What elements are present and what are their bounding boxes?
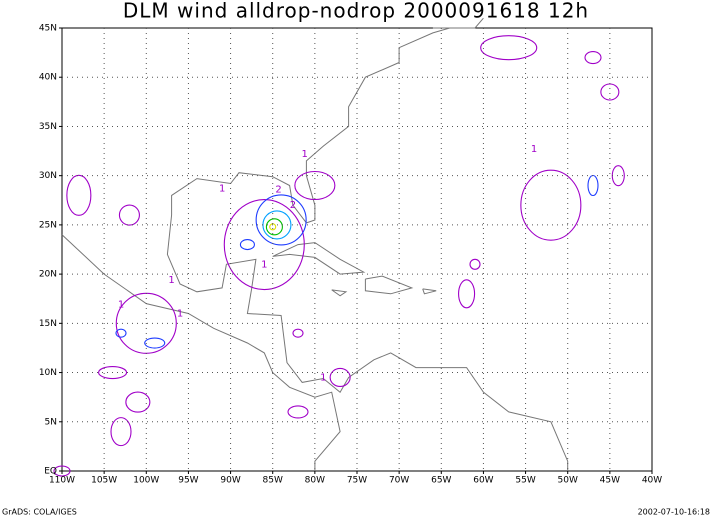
x-tick-label: 95W (178, 476, 198, 486)
coastline (272, 242, 366, 275)
contour (294, 170, 336, 201)
footer-right: 2002-07-10-16:18 (638, 508, 710, 517)
x-tick-label: 65W (431, 476, 451, 486)
contour (469, 258, 481, 270)
contour-label: 1 (118, 300, 124, 311)
y-tick-label: 20N (39, 270, 57, 280)
contour-label: 2 (275, 184, 281, 195)
contour-label: 1 (302, 149, 308, 160)
contour (223, 199, 305, 291)
coastline (171, 27, 450, 224)
y-tick-label: 45N (39, 24, 57, 34)
y-tick-label: 10N (39, 368, 57, 378)
y-tick-label: 5N (45, 417, 57, 427)
contour (115, 328, 127, 338)
x-tick-label: 75W (347, 476, 367, 486)
y-tick-label: 30N (39, 171, 57, 181)
contour-label: 2 (290, 200, 296, 211)
contour (292, 328, 304, 338)
x-tick-label: 45W (600, 476, 620, 486)
y-tick-label: 25N (39, 220, 57, 230)
contour (480, 35, 538, 61)
contour-label: 1 (219, 183, 225, 194)
coastline (166, 214, 569, 471)
contour (118, 204, 140, 226)
contour (98, 366, 128, 380)
contour (265, 218, 283, 236)
map-title: DLM wind alldrop-nodrop 2000091618 12h (123, 0, 589, 23)
contour-label: 1 (531, 144, 537, 155)
coastline (364, 275, 414, 295)
contour (587, 174, 599, 197)
y-tick-label: 35N (39, 122, 57, 132)
contour-label: 1 (168, 275, 174, 286)
contour (287, 405, 309, 419)
contour (125, 391, 151, 413)
x-tick-label: 80W (305, 476, 325, 486)
contour (53, 465, 71, 477)
x-tick-label: 110W (49, 476, 75, 486)
x-tick-label: 105W (91, 476, 117, 486)
contour (66, 174, 92, 216)
x-tick-label: 90W (220, 476, 240, 486)
contours: 1 1 22 1 1 1 1 1 1 (53, 35, 625, 477)
y-tick-label: 40N (39, 73, 57, 83)
contour (584, 50, 602, 65)
contour (239, 239, 255, 251)
contour-label: 1 (177, 308, 183, 319)
x-tick-label: 70W (389, 476, 409, 486)
x-tick-label: 85W (263, 476, 283, 486)
contour (329, 367, 351, 388)
x-tick-label: 40W (642, 476, 662, 486)
coastlines (61, 17, 569, 471)
contour (144, 337, 166, 349)
footer-left: GrADS: COLA/IGES (2, 508, 77, 517)
coastline (331, 289, 348, 297)
contour (458, 279, 476, 309)
x-tick-label: 55W (515, 476, 535, 486)
contour (110, 417, 132, 447)
x-tick-label: 50W (558, 476, 578, 486)
coastline (422, 288, 437, 295)
contour (255, 194, 307, 246)
coastline (61, 234, 341, 471)
contour-label: 1 (261, 259, 267, 270)
y-tick-label: 15N (39, 319, 57, 329)
contour (520, 169, 582, 241)
x-tick-label: 100W (133, 476, 159, 486)
x-tick-label: 60W (473, 476, 493, 486)
contour-label: 1 (320, 372, 326, 383)
plot-frame (61, 27, 653, 472)
y-tick-label: EQ (44, 467, 57, 477)
coastline (432, 17, 484, 29)
contour (600, 83, 620, 101)
